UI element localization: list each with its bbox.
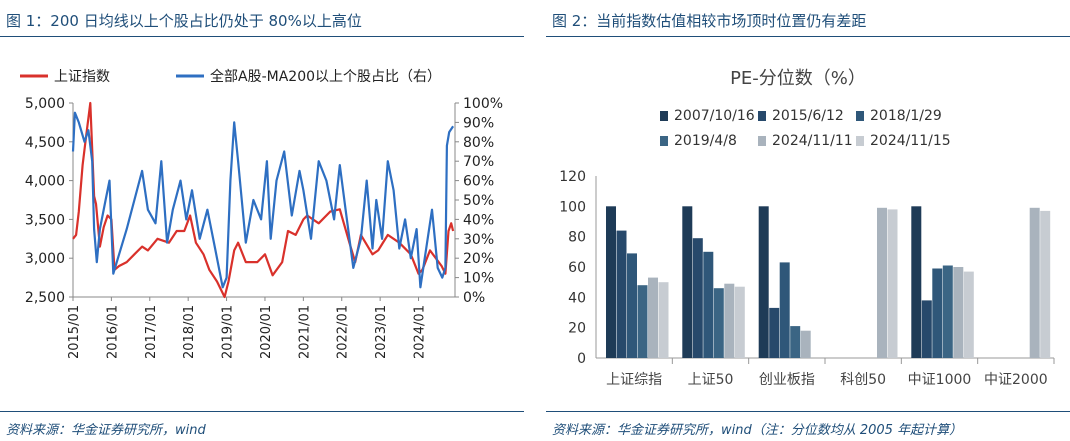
y-tick-label: 20 <box>568 321 586 337</box>
figure-2-panel: 图 2：当前指数估值相较市场顶时位置仍有差距 PE-分位数（%） 2007/10/… <box>546 0 1070 441</box>
bar <box>616 230 627 358</box>
bar <box>942 265 953 358</box>
category-label: 中证2000 <box>984 372 1048 388</box>
bar <box>953 267 964 358</box>
figure-1-top-rule <box>0 36 524 37</box>
legend-label: 2015/6/12 <box>772 108 844 124</box>
legend-label-ma200-share: 全部A股-MA200以上个股占比（右） <box>210 68 441 85</box>
figure-2-top-rule <box>546 36 1070 37</box>
figure-1-bottom-rule <box>0 411 524 412</box>
figure-2-legend: 2007/10/16 2015/6/12 2018/1/29 2019/4/8 2024… <box>660 108 951 149</box>
legend-swatch <box>856 111 864 121</box>
category-label: 科创50 <box>840 372 886 388</box>
right-tick-label: 30% <box>463 232 494 248</box>
y-tick-label: 80 <box>568 230 586 246</box>
right-tick-label: 90% <box>463 115 494 131</box>
bar <box>769 307 780 358</box>
figure-2-title: 图 2：当前指数估值相较市场顶时位置仍有差距 <box>552 12 867 30</box>
figure-2-source: 资料来源：华金证券研究所，wind（注：分位数均从 2005 年起计算） <box>552 423 963 438</box>
bar <box>692 238 703 358</box>
legend-label-shanghai-index: 上证指数 <box>54 69 110 85</box>
left-tick-label: 3,500 <box>25 212 65 228</box>
legend-swatch <box>758 136 766 146</box>
chart-title: PE-分位数（%） <box>730 68 866 89</box>
left-tick-label: 5,000 <box>25 96 65 112</box>
bar <box>713 288 724 358</box>
bar <box>911 206 922 358</box>
bar <box>758 206 769 358</box>
y-tick-label: 60 <box>568 260 586 276</box>
y-tick-label: 100 <box>559 199 586 215</box>
legend-swatch <box>856 136 864 146</box>
right-tick-label: 40% <box>463 212 494 228</box>
series-line-shanghai-index <box>72 101 455 299</box>
bar <box>648 277 658 358</box>
y-tick-label: 40 <box>568 290 586 306</box>
left-tick-label: 4,500 <box>25 135 65 151</box>
x-tick-label: 2020/01 <box>259 305 274 359</box>
right-tick-label: 80% <box>463 135 494 151</box>
right-tick-label: 60% <box>463 174 494 190</box>
x-tick-label: 2024/01 <box>413 305 428 359</box>
right-tick-label: 100% <box>463 96 503 112</box>
figure-1-panel: 图 1：200 日均线以上个股占比仍处于 80%以上高位 上证指数 全部A股-MA… <box>0 0 524 441</box>
category-label: 上证50 <box>688 372 734 388</box>
bar <box>790 326 801 358</box>
figure-1-title: 图 1：200 日均线以上个股占比仍处于 80%以上高位 <box>6 12 362 30</box>
bar <box>1040 210 1051 358</box>
figure-1-legend: 上证指数 全部A股-MA200以上个股占比（右） <box>20 68 441 85</box>
bar <box>887 209 898 358</box>
legend-label: 2024/11/11 <box>772 133 853 149</box>
right-tick-label: 0% <box>463 290 485 306</box>
bar <box>724 283 735 358</box>
figure-1-line-chart: 上证指数 全部A股-MA200以上个股占比（右） 5,000 4,500 4,000 3,… <box>20 68 503 359</box>
bar <box>921 300 932 358</box>
bar <box>606 206 616 358</box>
x-tick-label: 2022/01 <box>336 305 351 359</box>
x-tick-label: 2019/01 <box>221 305 236 359</box>
category-label: 上证综指 <box>606 372 662 388</box>
bar <box>734 286 745 358</box>
x-tick-label: 2016/01 <box>105 305 120 359</box>
y-tick-label: 120 <box>559 169 586 185</box>
bar <box>627 253 637 358</box>
x-tick-label: 2015/01 <box>67 305 82 359</box>
legend-swatch <box>758 111 766 121</box>
bar <box>932 268 943 358</box>
legend-label: 2019/4/8 <box>674 133 737 149</box>
legend-label: 2007/10/16 <box>674 108 755 124</box>
left-tick-label: 4,000 <box>25 174 65 190</box>
right-tick-label: 20% <box>463 251 494 267</box>
series-line-ma200-share <box>71 111 455 289</box>
figure-1-source: 资料来源：华金证券研究所，wind <box>6 423 206 438</box>
bar <box>963 271 974 358</box>
legend-swatch <box>660 136 668 146</box>
bar <box>682 206 693 358</box>
bar <box>1029 207 1040 358</box>
left-tick-label: 2,500 <box>25 290 65 306</box>
figure-2-bottom-rule <box>546 411 1070 412</box>
x-tick-label: 2023/01 <box>374 305 389 359</box>
x-tick-label: 2018/01 <box>182 305 197 359</box>
right-tick-label: 50% <box>463 193 494 209</box>
legend-label: 2024/11/15 <box>870 133 951 149</box>
bar <box>703 251 714 358</box>
legend-label: 2018/1/29 <box>870 108 942 124</box>
legend-swatch <box>660 111 668 121</box>
bar <box>779 262 790 358</box>
x-tick-label: 2021/01 <box>297 305 312 359</box>
category-label: 中证1000 <box>908 372 972 388</box>
bar <box>877 207 887 358</box>
right-tick-label: 70% <box>463 154 494 170</box>
figure-2-bar-chart: PE-分位数（%）2007/10/16 2015/6/12 2018/1/29201… <box>559 68 1055 388</box>
right-tick-label: 10% <box>463 271 494 287</box>
bar <box>658 282 669 358</box>
x-tick-label: 2017/01 <box>144 305 159 359</box>
y-tick-label: 0 <box>577 351 586 367</box>
category-label: 创业板指 <box>759 372 815 388</box>
bar <box>637 285 648 358</box>
bar <box>800 330 811 358</box>
left-tick-label: 3,000 <box>25 251 65 267</box>
